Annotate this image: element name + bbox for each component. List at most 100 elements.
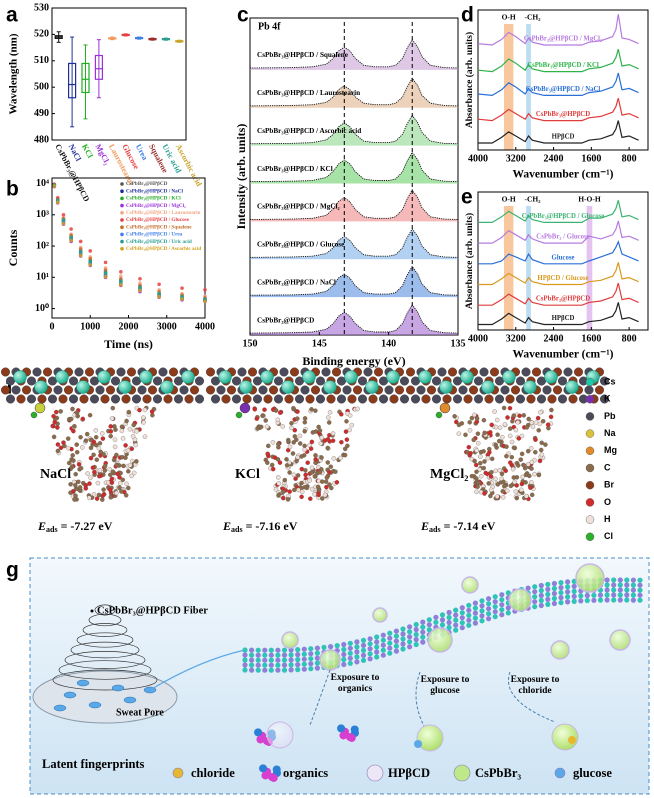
legend-label: CsPbBr₃@HPβCD / Urea	[126, 232, 183, 238]
atom	[332, 367, 342, 377]
plot-frame	[477, 9, 649, 151]
point	[88, 256, 93, 261]
legend-marker	[172, 767, 184, 779]
atom	[319, 455, 324, 460]
fiber-bead	[532, 589, 538, 595]
spectrum-label: CsPbBr₃@HPβCD / KCl	[257, 165, 333, 173]
atom	[540, 418, 546, 424]
salt-label: KCl	[235, 467, 260, 482]
fiber-bead	[374, 634, 380, 640]
atom	[558, 394, 568, 404]
fiber-bead	[472, 620, 478, 626]
legend-marker	[554, 767, 566, 779]
energy-value: = -7.27 eV	[61, 519, 113, 533]
atom	[344, 370, 358, 384]
atom	[231, 376, 241, 386]
fiber-bead	[380, 652, 386, 658]
atom	[277, 410, 283, 415]
panel-letter: b	[6, 178, 19, 201]
legend-marker	[585, 532, 595, 541]
atom	[114, 490, 119, 496]
atom	[421, 394, 431, 404]
atom	[565, 380, 579, 394]
atom	[113, 427, 118, 432]
point	[180, 297, 184, 301]
fiber-bead	[466, 617, 472, 623]
atom	[395, 385, 405, 395]
atom	[558, 376, 568, 386]
atom	[100, 394, 110, 404]
atom	[495, 394, 505, 404]
fiber-bead	[591, 597, 597, 603]
point	[103, 274, 108, 279]
bubble	[575, 563, 605, 593]
atom	[133, 442, 139, 448]
fiber-bead	[354, 649, 360, 655]
atom	[308, 446, 314, 451]
fiber-bead	[308, 661, 314, 667]
point	[103, 270, 108, 275]
atom	[134, 459, 139, 464]
atom	[281, 380, 295, 394]
atom	[509, 439, 515, 445]
atom	[65, 436, 71, 441]
legend-label: K	[604, 394, 611, 404]
legend-marker	[120, 232, 124, 237]
atom	[489, 456, 495, 462]
atom	[472, 458, 477, 464]
energy-value: = -7.14 eV	[444, 519, 496, 533]
atom	[353, 385, 363, 395]
atom	[538, 447, 544, 453]
fiber-bead	[453, 622, 459, 628]
atom	[481, 449, 486, 454]
fiber-bead	[479, 618, 485, 624]
atom	[416, 385, 426, 395]
fiber-bead	[387, 635, 393, 641]
atom	[308, 496, 313, 501]
fiber-bead	[367, 656, 373, 662]
fiber-bead	[268, 667, 274, 673]
fiber-bead	[314, 645, 320, 651]
fiber-bead	[453, 617, 459, 623]
atom	[355, 406, 360, 412]
fiber-bead	[413, 621, 419, 628]
bubble	[281, 631, 299, 649]
atom	[274, 394, 284, 404]
exposure-arrow	[508, 671, 556, 723]
ion	[34, 402, 46, 414]
fiber-bead	[591, 592, 597, 598]
atom	[264, 424, 270, 429]
legend-marker	[120, 218, 124, 222]
x-tick-label: 3200	[506, 153, 526, 164]
legend-marker	[585, 463, 595, 473]
atom	[313, 457, 318, 462]
atom	[93, 434, 99, 440]
atom	[273, 487, 279, 492]
atom	[406, 385, 416, 395]
atom	[125, 448, 131, 453]
atom	[76, 479, 81, 485]
fiber-bead	[532, 604, 538, 610]
atom	[513, 489, 519, 494]
fiber-bead	[400, 641, 406, 647]
panel-title: Pb 4f	[258, 21, 281, 32]
atom	[73, 493, 78, 498]
atom	[516, 394, 526, 404]
atom	[493, 476, 498, 482]
atom	[173, 394, 183, 404]
atom	[100, 436, 106, 441]
fiber-bead	[242, 652, 248, 658]
atom	[254, 416, 260, 421]
atom	[101, 452, 106, 457]
ion	[435, 411, 443, 419]
fiber-bead	[374, 654, 380, 660]
atom	[529, 480, 534, 485]
atom	[454, 419, 459, 425]
atom	[70, 406, 75, 412]
fiber-bead	[617, 587, 623, 593]
fiber-bead	[538, 587, 544, 594]
atom	[527, 473, 532, 479]
fiber-bead	[486, 616, 492, 622]
atom	[276, 481, 282, 486]
atom	[313, 453, 318, 458]
